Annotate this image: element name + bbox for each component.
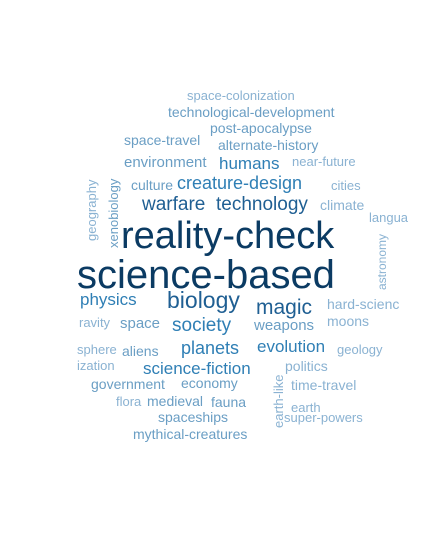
word-climate: climate [320,197,365,213]
word-ravity: ravity [79,315,111,330]
word-astronomy: astronomy [375,233,389,290]
word-planets: planets [181,338,240,358]
word-space: space [120,315,161,332]
word-alternate-history: alternate-history [218,137,319,153]
word-warfare: warfare [142,194,206,215]
word-super-powers: super-powers [284,410,363,425]
word-mythical-creatures: mythical-creatures [133,426,248,442]
word-magic: magic [256,296,313,319]
word-technology: technology [216,194,308,215]
word-science-fiction: science-fiction [143,359,251,378]
word-evolution: evolution [257,337,326,356]
word-environment: environment [124,154,207,171]
word-cities: cities [331,178,361,193]
word-ization: ization [77,358,115,373]
word-government: government [91,376,165,392]
word-biology: biology [167,287,240,313]
word-politics: politics [285,358,328,374]
word-geology: geology [337,342,383,357]
word-economy: economy [181,375,238,391]
word-culture: culture [131,177,174,193]
word-xenobiology: xenobiology [106,178,121,248]
word-hard-scienc: hard-scienc [327,296,400,312]
word-space-travel: space-travel [124,132,201,148]
word-langua: langua [369,210,409,225]
word-spaceships: spaceships [158,409,229,425]
word-time-travel: time-travel [291,377,357,393]
word-geography: geography [84,179,99,241]
word-weapons: weapons [254,317,315,334]
word-flora: flora [116,394,142,409]
word-medieval: medieval [147,393,204,409]
word-space-colonization: space-colonization [187,88,295,103]
word-physics: physics [80,290,137,309]
word-near-future: near-future [292,154,356,169]
word-sphere: sphere [77,342,117,357]
word-post-apocalypse: post-apocalypse [210,120,312,136]
word-humans: humans [219,154,280,173]
word-moons: moons [327,313,370,329]
word-aliens: aliens [122,343,159,359]
word-reality-check: reality-check [121,215,335,257]
word-science-based: science-based [77,253,335,297]
word-society: society [172,315,232,336]
word-earth: earth [291,400,321,415]
word-creature-design: creature-design [177,173,303,193]
word-fauna: fauna [211,394,247,410]
word-technological-development: technological-development [168,104,335,120]
